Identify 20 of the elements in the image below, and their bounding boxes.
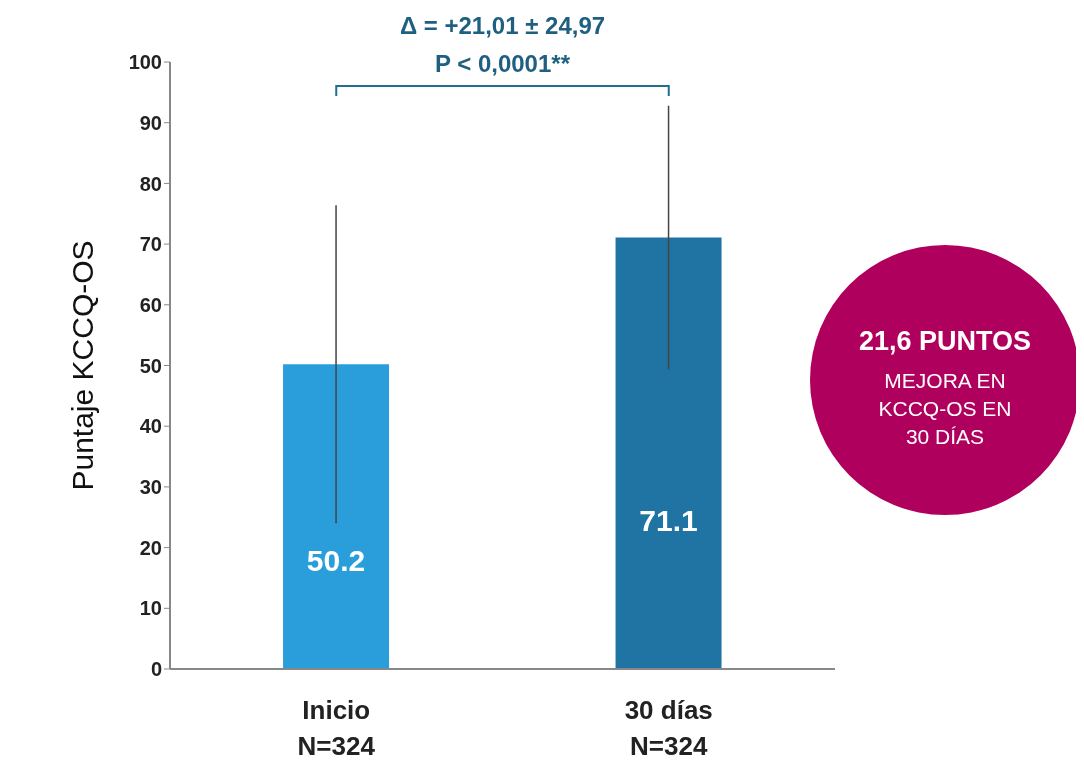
y-tick-label: 40 — [139, 415, 162, 438]
y-tick-label: 60 — [139, 293, 162, 316]
text: Δ = +21,01 ± 24,97 — [399, 12, 606, 39]
y-tick-label: 20 — [139, 536, 162, 559]
y-axis-title: Puntaje KCCQ-OS — [65, 240, 99, 491]
y-tick-label: 90 — [139, 111, 162, 134]
y-tick-label: 30 — [139, 476, 162, 498]
text: MEJORA EN KCCQ-OS EN 30 DÍAS — [878, 369, 1012, 448]
y-tick-label: 100 — [128, 51, 162, 74]
x-tick-label: Inicio N=324 — [297, 695, 376, 761]
x-tick-label: 30 días N=324 — [624, 695, 713, 761]
y-tick-label: 50 — [139, 354, 162, 377]
annotation: P < 0,0001** — [434, 50, 571, 77]
data-label: 71.1 — [639, 503, 698, 537]
y-tick-label: 10 — [139, 597, 162, 620]
text: 21,6 PUNTOS — [858, 326, 1032, 356]
data-label: 50.2 — [306, 544, 366, 578]
y-tick-label: 70 — [139, 233, 162, 256]
y-tick-label: 80 — [139, 172, 162, 195]
y-tick-label: 0 — [150, 658, 162, 681]
